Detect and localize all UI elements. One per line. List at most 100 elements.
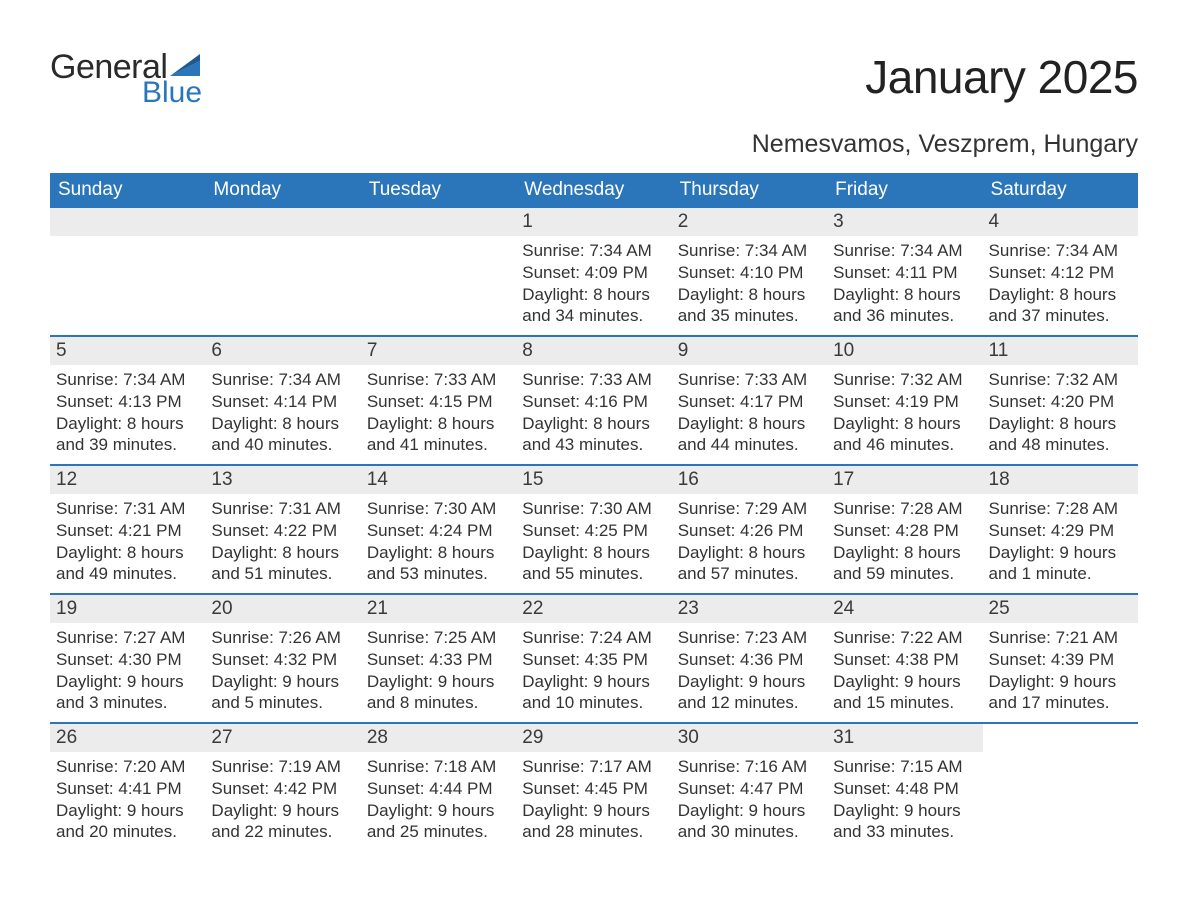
day-number: 2 <box>672 208 827 236</box>
day-cell: 19Sunrise: 7:27 AMSunset: 4:30 PMDayligh… <box>50 595 205 723</box>
sunset-text: Sunset: 4:10 PM <box>678 262 821 284</box>
logo: General Blue <box>50 50 202 108</box>
sunrise-text: Sunrise: 7:29 AM <box>678 498 821 520</box>
day-number: 15 <box>516 466 671 494</box>
day-details: Sunrise: 7:34 AMSunset: 4:11 PMDaylight:… <box>827 236 982 331</box>
day-cell <box>361 208 516 336</box>
daylight-text: Daylight: 9 hours and 8 minutes. <box>367 671 510 715</box>
day-details: Sunrise: 7:34 AMSunset: 4:09 PMDaylight:… <box>516 236 671 331</box>
day-details: Sunrise: 7:32 AMSunset: 4:20 PMDaylight:… <box>983 365 1138 460</box>
weekday-header: Friday <box>827 173 982 208</box>
sunset-text: Sunset: 4:21 PM <box>56 520 199 542</box>
daylight-text: Daylight: 8 hours and 57 minutes. <box>678 542 821 586</box>
daylight-text: Daylight: 8 hours and 51 minutes. <box>211 542 354 586</box>
daylight-text: Daylight: 8 hours and 49 minutes. <box>56 542 199 586</box>
sunset-text: Sunset: 4:30 PM <box>56 649 199 671</box>
day-number: 6 <box>205 337 360 365</box>
day-cell: 9Sunrise: 7:33 AMSunset: 4:17 PMDaylight… <box>672 337 827 465</box>
sunrise-text: Sunrise: 7:19 AM <box>211 756 354 778</box>
sunrise-text: Sunrise: 7:23 AM <box>678 627 821 649</box>
sunset-text: Sunset: 4:48 PM <box>833 778 976 800</box>
sunrise-text: Sunrise: 7:34 AM <box>833 240 976 262</box>
day-details: Sunrise: 7:26 AMSunset: 4:32 PMDaylight:… <box>205 623 360 718</box>
sunrise-text: Sunrise: 7:26 AM <box>211 627 354 649</box>
week-row: 1Sunrise: 7:34 AMSunset: 4:09 PMDaylight… <box>50 208 1138 336</box>
week-row: 5Sunrise: 7:34 AMSunset: 4:13 PMDaylight… <box>50 337 1138 465</box>
day-number: 7 <box>361 337 516 365</box>
day-details: Sunrise: 7:27 AMSunset: 4:30 PMDaylight:… <box>50 623 205 718</box>
week-row: 26Sunrise: 7:20 AMSunset: 4:41 PMDayligh… <box>50 724 1138 852</box>
day-cell: 17Sunrise: 7:28 AMSunset: 4:28 PMDayligh… <box>827 466 982 594</box>
daylight-text: Daylight: 8 hours and 34 minutes. <box>522 284 665 328</box>
day-cell: 22Sunrise: 7:24 AMSunset: 4:35 PMDayligh… <box>516 595 671 723</box>
day-details: Sunrise: 7:34 AMSunset: 4:10 PMDaylight:… <box>672 236 827 331</box>
daylight-text: Daylight: 8 hours and 36 minutes. <box>833 284 976 328</box>
sunset-text: Sunset: 4:09 PM <box>522 262 665 284</box>
day-cell: 21Sunrise: 7:25 AMSunset: 4:33 PMDayligh… <box>361 595 516 723</box>
sunrise-text: Sunrise: 7:20 AM <box>56 756 199 778</box>
day-number-empty <box>50 208 205 236</box>
month-title: January 2025 <box>865 50 1138 104</box>
day-number: 28 <box>361 724 516 752</box>
day-details: Sunrise: 7:20 AMSunset: 4:41 PMDaylight:… <box>50 752 205 847</box>
daylight-text: Daylight: 9 hours and 5 minutes. <box>211 671 354 715</box>
day-number: 4 <box>983 208 1138 236</box>
day-number: 29 <box>516 724 671 752</box>
sunset-text: Sunset: 4:29 PM <box>989 520 1132 542</box>
sunrise-text: Sunrise: 7:33 AM <box>367 369 510 391</box>
day-details: Sunrise: 7:34 AMSunset: 4:12 PMDaylight:… <box>983 236 1138 331</box>
day-cell: 11Sunrise: 7:32 AMSunset: 4:20 PMDayligh… <box>983 337 1138 465</box>
daylight-text: Daylight: 8 hours and 46 minutes. <box>833 413 976 457</box>
day-details: Sunrise: 7:15 AMSunset: 4:48 PMDaylight:… <box>827 752 982 847</box>
day-cell: 6Sunrise: 7:34 AMSunset: 4:14 PMDaylight… <box>205 337 360 465</box>
day-details: Sunrise: 7:30 AMSunset: 4:24 PMDaylight:… <box>361 494 516 589</box>
daylight-text: Daylight: 9 hours and 17 minutes. <box>989 671 1132 715</box>
daylight-text: Daylight: 8 hours and 40 minutes. <box>211 413 354 457</box>
daylight-text: Daylight: 8 hours and 44 minutes. <box>678 413 821 457</box>
daylight-text: Daylight: 9 hours and 10 minutes. <box>522 671 665 715</box>
sunset-text: Sunset: 4:45 PM <box>522 778 665 800</box>
daylight-text: Daylight: 9 hours and 22 minutes. <box>211 800 354 844</box>
day-details: Sunrise: 7:33 AMSunset: 4:17 PMDaylight:… <box>672 365 827 460</box>
day-details: Sunrise: 7:19 AMSunset: 4:42 PMDaylight:… <box>205 752 360 847</box>
sunrise-text: Sunrise: 7:24 AM <box>522 627 665 649</box>
day-details: Sunrise: 7:28 AMSunset: 4:29 PMDaylight:… <box>983 494 1138 589</box>
sunset-text: Sunset: 4:36 PM <box>678 649 821 671</box>
sunrise-text: Sunrise: 7:22 AM <box>833 627 976 649</box>
day-details: Sunrise: 7:18 AMSunset: 4:44 PMDaylight:… <box>361 752 516 847</box>
day-number-empty <box>205 208 360 236</box>
sunrise-text: Sunrise: 7:31 AM <box>56 498 199 520</box>
day-number: 11 <box>983 337 1138 365</box>
day-number-empty <box>361 208 516 236</box>
sunset-text: Sunset: 4:47 PM <box>678 778 821 800</box>
daylight-text: Daylight: 9 hours and 1 minute. <box>989 542 1132 586</box>
sunrise-text: Sunrise: 7:28 AM <box>989 498 1132 520</box>
sunset-text: Sunset: 4:41 PM <box>56 778 199 800</box>
sunrise-text: Sunrise: 7:30 AM <box>522 498 665 520</box>
day-details: Sunrise: 7:33 AMSunset: 4:15 PMDaylight:… <box>361 365 516 460</box>
day-details: Sunrise: 7:29 AMSunset: 4:26 PMDaylight:… <box>672 494 827 589</box>
day-details: Sunrise: 7:32 AMSunset: 4:19 PMDaylight:… <box>827 365 982 460</box>
day-details: Sunrise: 7:23 AMSunset: 4:36 PMDaylight:… <box>672 623 827 718</box>
weekday-header-row: Sunday Monday Tuesday Wednesday Thursday… <box>50 173 1138 208</box>
sunrise-text: Sunrise: 7:21 AM <box>989 627 1132 649</box>
day-number: 14 <box>361 466 516 494</box>
sunrise-text: Sunrise: 7:34 AM <box>678 240 821 262</box>
day-number: 5 <box>50 337 205 365</box>
sunset-text: Sunset: 4:28 PM <box>833 520 976 542</box>
day-number: 22 <box>516 595 671 623</box>
day-details: Sunrise: 7:30 AMSunset: 4:25 PMDaylight:… <box>516 494 671 589</box>
day-cell: 18Sunrise: 7:28 AMSunset: 4:29 PMDayligh… <box>983 466 1138 594</box>
day-details: Sunrise: 7:22 AMSunset: 4:38 PMDaylight:… <box>827 623 982 718</box>
daylight-text: Daylight: 9 hours and 15 minutes. <box>833 671 976 715</box>
day-cell: 30Sunrise: 7:16 AMSunset: 4:47 PMDayligh… <box>672 724 827 852</box>
sunset-text: Sunset: 4:42 PM <box>211 778 354 800</box>
sunset-text: Sunset: 4:38 PM <box>833 649 976 671</box>
sunset-text: Sunset: 4:15 PM <box>367 391 510 413</box>
day-cell: 13Sunrise: 7:31 AMSunset: 4:22 PMDayligh… <box>205 466 360 594</box>
sunrise-text: Sunrise: 7:33 AM <box>678 369 821 391</box>
sunset-text: Sunset: 4:14 PM <box>211 391 354 413</box>
day-cell: 15Sunrise: 7:30 AMSunset: 4:25 PMDayligh… <box>516 466 671 594</box>
day-number: 16 <box>672 466 827 494</box>
weekday-header: Saturday <box>983 173 1138 208</box>
